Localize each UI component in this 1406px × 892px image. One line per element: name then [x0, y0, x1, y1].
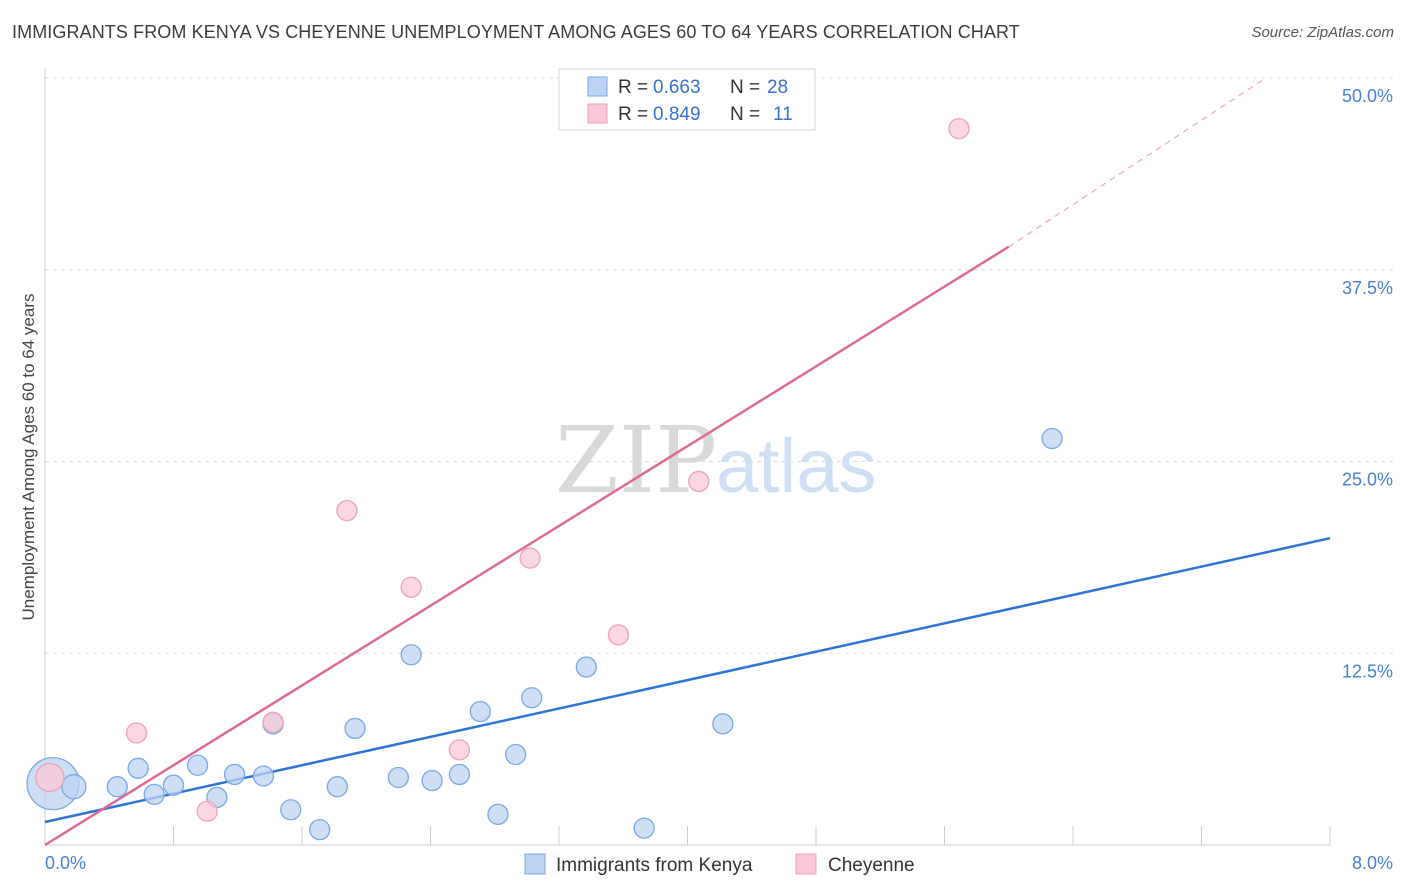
- point-1-6: [448, 739, 471, 761]
- legend-box: R = 0.663 N = 28 R = 0.849 N = 11: [558, 68, 816, 131]
- y-axis-title: Unemployment Among Ages 60 to 64 years: [19, 294, 38, 621]
- point-0-16: [400, 644, 422, 666]
- y-tick-labels: 12.5% 25.0% 37.5% 50.0%: [1342, 86, 1393, 681]
- legend-r-value-2: 0.849: [653, 104, 701, 125]
- point-1-4: [336, 499, 358, 522]
- point-0-11: [280, 799, 302, 821]
- point-0-24: [633, 817, 655, 839]
- source-label: Source: ZipAtlas.com: [1251, 24, 1394, 41]
- axes: [44, 68, 1331, 846]
- legend-n-value-1: 28: [767, 77, 788, 98]
- point-0-8: [223, 763, 246, 786]
- point-0-19: [469, 700, 491, 723]
- legend-n-label-2: N =: [730, 104, 760, 125]
- point-0-6: [186, 754, 209, 776]
- point-0-2: [106, 776, 128, 798]
- point-0-14: [344, 717, 366, 740]
- point-0-20: [487, 803, 509, 825]
- point-1-5: [400, 576, 422, 598]
- y-tick-label-2: 37.5%: [1342, 278, 1393, 298]
- point-1-2: [196, 800, 218, 822]
- bottom-legend-kenya: Immigrants from Kenya: [556, 855, 753, 876]
- point-1-10: [948, 117, 970, 140]
- bottom-legend-swatch-kenya: [524, 853, 546, 875]
- x-tick-label-0: 0.0%: [45, 853, 86, 873]
- point-1-1: [125, 722, 148, 744]
- point-1-8: [607, 624, 630, 646]
- legend-r-label-2: R =: [618, 104, 648, 125]
- point-0-22: [521, 687, 543, 709]
- legend-r-label-1: R =: [618, 77, 648, 98]
- point-0-26: [1041, 427, 1063, 450]
- bottom-legend-swatch-cheyenne: [795, 853, 817, 875]
- chart-title: IMMIGRANTS FROM KENYA VS CHEYENNE UNEMPL…: [12, 22, 1020, 42]
- y-tick-label-3: 50.0%: [1342, 86, 1393, 106]
- legend-swatch-kenya: [587, 76, 608, 97]
- point-0-5: [162, 774, 185, 796]
- x-tick-labels: 0.0% 8.0%: [45, 853, 1393, 873]
- legend-n-value-2: 11: [773, 104, 793, 125]
- point-1-7: [519, 547, 541, 569]
- y-tick-label-0: 12.5%: [1342, 661, 1393, 681]
- point-0-1: [61, 774, 87, 800]
- point-1-9: [688, 470, 710, 493]
- point-0-25: [712, 713, 734, 735]
- bottom-legend: Immigrants from Kenya Cheyenne: [524, 853, 915, 876]
- legend-swatch-cheyenne: [587, 103, 608, 124]
- x-tick-label-1: 8.0%: [1352, 853, 1393, 873]
- point-1-0: [35, 762, 65, 793]
- grid-lines: [45, 77, 1396, 654]
- point-0-4: [143, 783, 165, 806]
- point-0-12: [309, 819, 331, 841]
- trend-extension-1: [1008, 77, 1267, 248]
- point-0-9: [252, 765, 275, 787]
- bottom-legend-cheyenne: Cheyenne: [828, 855, 915, 876]
- point-1-3: [262, 711, 284, 733]
- legend-n-label-1: N =: [730, 77, 760, 98]
- point-0-17: [421, 769, 443, 792]
- point-0-18: [448, 763, 471, 786]
- point-0-21: [504, 743, 527, 766]
- point-0-23: [575, 656, 597, 678]
- watermark: ZIP atlas: [555, 407, 877, 514]
- trend-line-1: [44, 245, 1010, 847]
- data-points: [26, 117, 1063, 841]
- point-0-13: [326, 776, 348, 798]
- y-tick-label-1: 25.0%: [1342, 470, 1393, 490]
- watermark-atlas: atlas: [716, 424, 877, 509]
- watermark-zip: ZIP: [555, 407, 717, 514]
- legend-r-value-1: 0.663: [653, 77, 701, 98]
- point-0-15: [387, 766, 410, 789]
- point-0-3: [127, 757, 149, 779]
